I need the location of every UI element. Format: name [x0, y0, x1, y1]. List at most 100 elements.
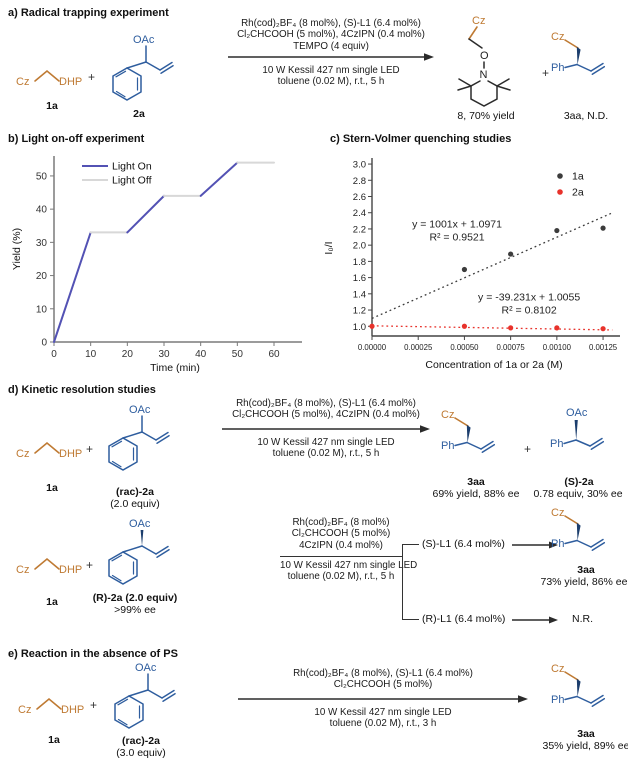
methyl-groups — [457, 78, 511, 91]
fit-line — [371, 212, 613, 319]
wedge-bond — [576, 46, 581, 65]
bond — [575, 439, 591, 447]
vinyl-double-bond — [155, 431, 170, 444]
bond — [128, 689, 149, 697]
dhp-label: DHP — [61, 704, 84, 716]
branch-bracket — [402, 544, 403, 620]
bond — [466, 441, 482, 450]
condition-line: Cl₂CHCOOH (5 mol%), 4CzIPN (0.4 mol%) — [237, 29, 425, 41]
equiv-label: (3.0 equiv) — [116, 747, 166, 759]
data-point — [461, 266, 468, 273]
conditions-above: Rh(cod)₂BF₄ (8 mol%), (S)-L1 (6.4 mol%) … — [228, 18, 434, 52]
y-tick-label: 2.6 — [353, 192, 366, 203]
oac-label: OAc — [129, 404, 151, 416]
branch-bottom-label: (R)-L1 (6.4 mol%) — [422, 613, 506, 625]
plus-sign: + — [90, 698, 98, 712]
data-point — [461, 323, 468, 329]
bond — [147, 689, 163, 699]
cz-label: Cz — [18, 704, 31, 716]
conditions-above: Rh(cod)₂BF₄ (8 mol%), (S)-L1 (6.4 mol%) … — [222, 398, 430, 421]
y-tick-label: 1.6 — [353, 273, 366, 284]
y-tick-label: 1.0 — [353, 322, 366, 333]
plus-sign: + — [524, 442, 532, 456]
x-tick-label: 0 — [51, 349, 57, 360]
legend-label: Light On — [112, 161, 152, 173]
y-tick-label: 30 — [36, 238, 48, 249]
x-tick-label: 0.00125 — [589, 343, 618, 352]
condition-line: Rh(cod)₂BF₄ (8 mol%), (S)-L1 (6.4 mol%) — [236, 398, 416, 409]
structure-3aa: Cz Ph — [551, 31, 606, 75]
conditions-above: Rh(cod)₂BF₄ (8 mol%), (S)-L1 (6.4 mol%) … — [238, 668, 528, 691]
structure-3aa: Cz Ph — [441, 409, 496, 453]
bond — [564, 63, 578, 69]
vinyl-double-bond — [590, 62, 606, 75]
x-tick-label: 10 — [85, 349, 97, 360]
fit-equation: y = -39.231x + 1.0055 — [478, 291, 580, 303]
cz-label: Cz — [472, 15, 485, 27]
bond — [36, 697, 62, 710]
bond — [141, 545, 157, 555]
compound-label-1a: 1a — [48, 734, 60, 746]
reaction-arrow — [222, 425, 430, 433]
section-d-title: d) Kinetic resolution studies — [8, 384, 156, 396]
x-tick-label: 0.00050 — [450, 343, 479, 352]
y-tick-label: 1.8 — [353, 257, 366, 268]
structure-3aa: Cz Ph — [551, 507, 606, 551]
yield-label: 35% yield, 89% ee — [542, 740, 628, 752]
structure-r-2a: OAc — [108, 518, 170, 585]
data-point — [554, 325, 560, 331]
condition-line: Rh(cod)₂BF₄ (8 mol%) — [292, 517, 390, 528]
x-tick-label: 50 — [232, 349, 244, 360]
x-axis-label: Concentration of 1a or 2a (M) — [425, 359, 562, 371]
legend-marker — [557, 173, 563, 179]
legend-label: Light Off — [112, 175, 152, 187]
y-tick-label: 2.4 — [353, 208, 366, 219]
y-tick-label: 20 — [36, 271, 48, 282]
product-label-3aa: 3aa — [467, 476, 485, 488]
reaction-arrow — [228, 53, 434, 61]
vinyl-double-bond — [590, 538, 606, 551]
bond — [564, 39, 579, 49]
aromatic-bonds — [115, 70, 139, 98]
o-label: O — [480, 50, 489, 62]
conditions-below: 10 W Kessil 427 nm single LED toluene (0… — [238, 707, 528, 730]
aromatic-bonds — [111, 554, 135, 582]
y-axis-label: Yield (%) — [11, 228, 23, 270]
vinyl-double-bond — [155, 545, 170, 558]
x-tick-label: 20 — [122, 349, 134, 360]
wedge-bond — [140, 530, 144, 546]
y-tick-label: 10 — [36, 304, 48, 315]
benzene-ring — [108, 437, 138, 471]
y-tick-label: 3.0 — [353, 160, 366, 171]
product-label-s-2a: (S)-2a — [564, 476, 594, 488]
branch-stub-top — [402, 544, 419, 545]
legend-label: 1a — [572, 171, 584, 183]
bond — [122, 431, 143, 439]
ph-label: Ph — [441, 440, 454, 452]
x-axis-label: Time (min) — [150, 362, 200, 374]
conditions-below: 10 W Kessil 427 nm single LED toluene (0… — [228, 65, 434, 88]
x-tick-label: 0.00100 — [543, 343, 572, 352]
stern-volmer-chart: 0.00000 0.00025 0.00050 0.00075 0.00100 0.001… — [323, 158, 620, 371]
condition-line: 10 W Kessil 427 nm single LED — [262, 65, 400, 76]
plus-sign: + — [542, 66, 550, 80]
light-on-off-chart: 0 10 20 30 40 50 60 0 10 20 30 40 50 Time (min) Yield … — [11, 156, 302, 374]
benzene-ring — [108, 551, 138, 585]
section-b-title: b) Light on-off experiment — [8, 133, 145, 145]
y-tick-label: 2.8 — [353, 176, 366, 187]
data-point — [600, 326, 606, 332]
y-tick-label: 0 — [41, 338, 47, 349]
x-tick-label: 0.00000 — [358, 343, 387, 352]
compound-label-2a: 2a — [133, 108, 145, 120]
compound-label-1a: 1a — [46, 596, 58, 608]
bond — [34, 69, 60, 82]
ph-label: Ph — [551, 694, 564, 706]
wedge-bond — [466, 424, 471, 443]
benzene-ring — [114, 695, 144, 729]
dhp-label: DHP — [59, 76, 82, 88]
product-label-8: 8, 70% yield — [457, 110, 515, 122]
vinyl-double-bond — [159, 61, 174, 74]
structure-8-tempo-adduct: Cz O N — [457, 15, 511, 107]
oac-label: OAc — [129, 518, 151, 530]
bond — [126, 61, 147, 69]
